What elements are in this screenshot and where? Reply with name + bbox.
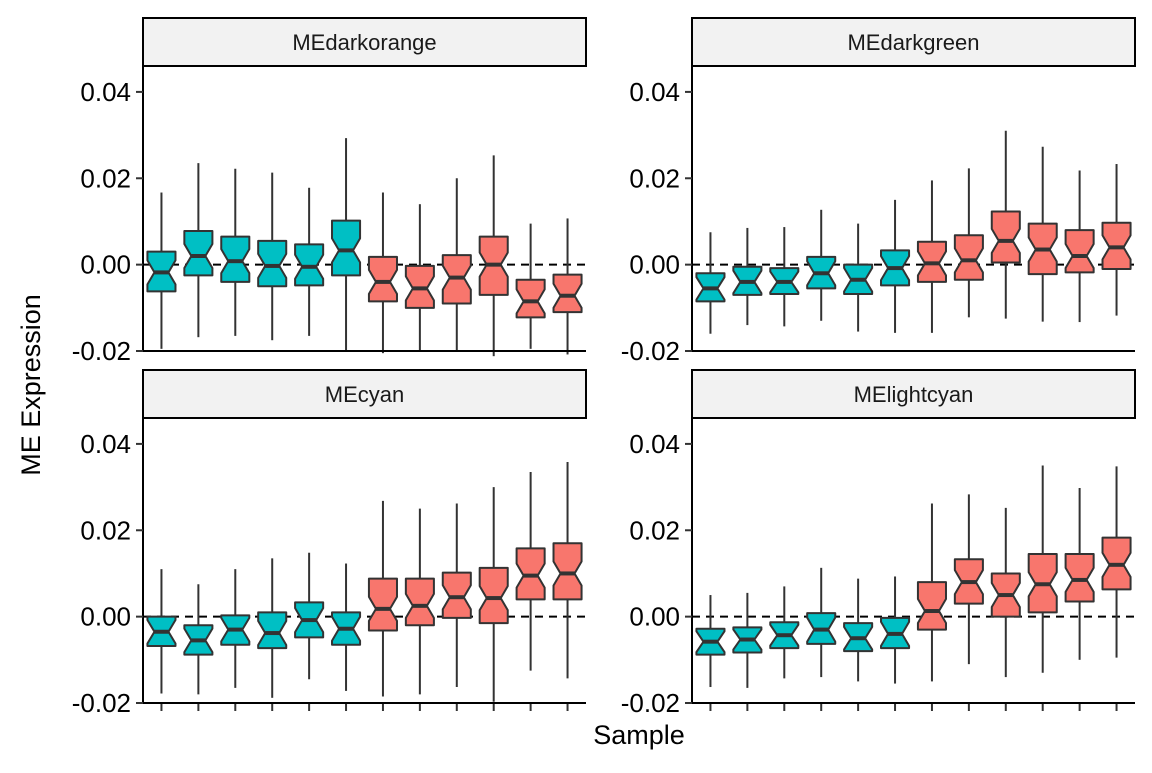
box-6: [331, 563, 362, 691]
box-10: [478, 487, 509, 702]
y-tick-label: 0.04: [80, 429, 131, 459]
box-7: [367, 500, 398, 697]
box-1: [146, 569, 177, 694]
facet-strip-title: MEdarkgreen: [847, 30, 979, 55]
box-9: [441, 178, 472, 351]
box-1: [695, 232, 726, 334]
box-9: [990, 507, 1021, 678]
box-body: [367, 577, 398, 632]
facet-strip: [691, 369, 1136, 419]
box-3: [769, 227, 800, 327]
box-body: [990, 210, 1021, 264]
y-tick-label: 0.02: [80, 163, 131, 193]
x-axis-title: Sample: [593, 720, 685, 750]
y-tick-label: 0.00: [80, 250, 131, 280]
y-tick-label: 0.00: [629, 250, 680, 280]
box-body: [953, 234, 984, 281]
box-body: [367, 255, 398, 303]
box-12: [552, 462, 583, 679]
box-body: [404, 577, 435, 627]
box-8: [953, 168, 984, 318]
box-4: [257, 172, 288, 341]
box-10: [1027, 146, 1058, 322]
box-11: [1064, 170, 1095, 323]
box-1: [695, 595, 726, 688]
box-11: [1064, 487, 1095, 660]
y-tick-label: 0.04: [80, 77, 131, 107]
facet-strip-title: MEdarkorange: [292, 30, 436, 55]
box-7: [367, 192, 398, 354]
box-10: [1027, 465, 1058, 673]
box-4: [257, 558, 288, 698]
y-tick-label: -0.02: [72, 688, 131, 718]
y-tick-label: 0.02: [629, 515, 680, 545]
box-body: [1064, 553, 1095, 603]
box-2: [732, 592, 763, 688]
box-3: [769, 586, 800, 679]
box-body: [552, 542, 583, 601]
box-8: [404, 508, 435, 695]
y-tick-label: -0.02: [621, 336, 680, 366]
y-axis-title: ME Expression: [16, 294, 46, 476]
box-3: [220, 569, 251, 688]
box-5: [843, 223, 874, 332]
box-9: [990, 130, 1021, 319]
box-6: [880, 576, 911, 684]
box-4: [806, 209, 837, 321]
y-tick-label: 0.02: [80, 515, 131, 545]
facet-strip: [691, 17, 1136, 67]
box-body: [1064, 229, 1095, 274]
facet-strip: [142, 369, 587, 419]
box-3: [220, 168, 251, 336]
box-body: [257, 611, 288, 650]
y-tick-label: 0.04: [629, 429, 680, 459]
y-tick-label: 0.04: [629, 77, 680, 107]
facet-panel-MElightcyan: MElightcyan -0.02 0.00 0.02 0.04: [621, 369, 1136, 718]
box-2: [183, 163, 214, 338]
box-11: [515, 223, 546, 349]
facet-panel-MEdarkorange: MEdarkorange -0.02 0.00 0.02 0.04: [72, 17, 587, 366]
box-8: [404, 204, 435, 351]
y-tick-label: -0.02: [621, 688, 680, 718]
box-7: [916, 180, 947, 333]
box-7: [916, 503, 947, 682]
box-12: [552, 218, 583, 355]
box-5: [294, 552, 325, 680]
box-body: [552, 273, 583, 314]
y-tick-label: 0.00: [80, 602, 131, 632]
box-2: [183, 584, 214, 695]
box-6: [880, 199, 911, 333]
box-12: [1101, 466, 1132, 658]
box-9: [441, 503, 472, 688]
box-2: [732, 227, 763, 326]
facet-panel-MEcyan: MEcyan -0.02 0.00 0.02 0.04: [72, 369, 587, 718]
box-body: [331, 219, 362, 277]
box-4: [806, 567, 837, 678]
box-body: [478, 566, 509, 625]
box-12: [1101, 164, 1132, 316]
box-6: [331, 138, 362, 351]
box-body: [257, 239, 288, 288]
box-body: [916, 581, 947, 631]
box-body: [515, 278, 546, 319]
facet-strip: [142, 17, 587, 67]
facet-panel-MEdarkgreen: MEdarkgreen -0.02 0.00 0.02 0.04: [621, 17, 1136, 366]
facet-strip-title: MEcyan: [325, 382, 404, 407]
box-5: [843, 578, 874, 682]
y-tick-label: -0.02: [72, 336, 131, 366]
box-1: [146, 192, 177, 349]
y-tick-label: 0.00: [629, 602, 680, 632]
facet-strip-title: MElightcyan: [854, 382, 974, 407]
box-11: [515, 471, 546, 671]
box-5: [294, 187, 325, 336]
box-8: [953, 494, 984, 665]
box-body: [183, 229, 214, 277]
box-10: [478, 155, 509, 357]
y-tick-label: 0.02: [629, 163, 680, 193]
